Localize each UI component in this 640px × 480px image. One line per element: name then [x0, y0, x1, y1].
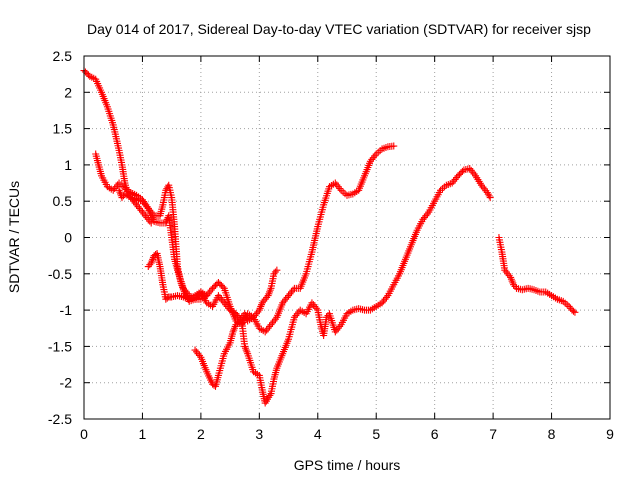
- series-track-2: [92, 150, 494, 407]
- data-point: [486, 194, 494, 202]
- x-axis-label: GPS time / hours: [294, 457, 401, 473]
- x-tick-label: 6: [431, 426, 439, 442]
- y-tick-label: 2: [64, 84, 72, 100]
- y-tick-label: -1.5: [48, 338, 72, 354]
- y-tick-label: 1: [64, 157, 72, 173]
- grid-layer: [84, 56, 610, 419]
- x-tick-label: 2: [197, 426, 205, 442]
- y-tick-label: 2.5: [53, 48, 73, 64]
- data-point: [569, 307, 577, 315]
- x-tick-label: 9: [606, 426, 614, 442]
- x-tick-label: 3: [255, 426, 263, 442]
- y-tick-label: 0.5: [53, 193, 73, 209]
- data-point: [203, 292, 211, 300]
- data-marks: [80, 67, 579, 407]
- data-point: [219, 283, 227, 291]
- data-point: [457, 169, 465, 177]
- x-tick-label: 0: [80, 426, 88, 442]
- series-track-5: [191, 266, 281, 390]
- data-point: [273, 266, 281, 274]
- data-point: [485, 192, 493, 200]
- y-tick-label: 1.5: [53, 121, 73, 137]
- data-point: [163, 294, 171, 302]
- data-point: [390, 142, 398, 150]
- data-point: [217, 281, 225, 289]
- data-point: [571, 308, 579, 316]
- series-track-6: [495, 234, 579, 316]
- series-track-4: [144, 249, 211, 303]
- x-tick-label: 5: [372, 426, 380, 442]
- ticks-layer: 0 1 2 3 4 5 6 7 8 9 -2.5 -2 -1.5 -1 -0.5 0 0.5 1 1.5 2 2.5: [48, 48, 614, 442]
- plot-frame: [83, 55, 611, 420]
- data-point: [210, 283, 218, 291]
- data-point: [456, 170, 464, 178]
- series-track-3: [115, 186, 155, 227]
- data-point: [216, 280, 224, 288]
- y-tick-label: -0.5: [48, 266, 72, 282]
- y-tick-label: -2: [60, 375, 73, 391]
- data-point: [81, 68, 89, 76]
- y-tick-label: -1: [60, 302, 73, 318]
- data-point: [83, 69, 91, 77]
- data-point: [214, 279, 222, 287]
- x-tick-label: 4: [314, 426, 322, 442]
- x-tick-label: 7: [489, 426, 497, 442]
- y-axis-label: SDTVAR / TECUs: [6, 181, 22, 293]
- y-tick-label: 0: [64, 230, 72, 246]
- y-tick-label: -2.5: [48, 411, 72, 427]
- x-tick-label: 1: [139, 426, 147, 442]
- data-point: [143, 203, 151, 211]
- chart-title: Day 014 of 2017, Sidereal Day-to-day VTE…: [87, 21, 591, 37]
- data-point: [147, 219, 155, 227]
- data-point: [212, 281, 219, 289]
- data-point: [209, 284, 217, 292]
- data-point: [454, 172, 462, 180]
- x-tick-label: 8: [548, 426, 556, 442]
